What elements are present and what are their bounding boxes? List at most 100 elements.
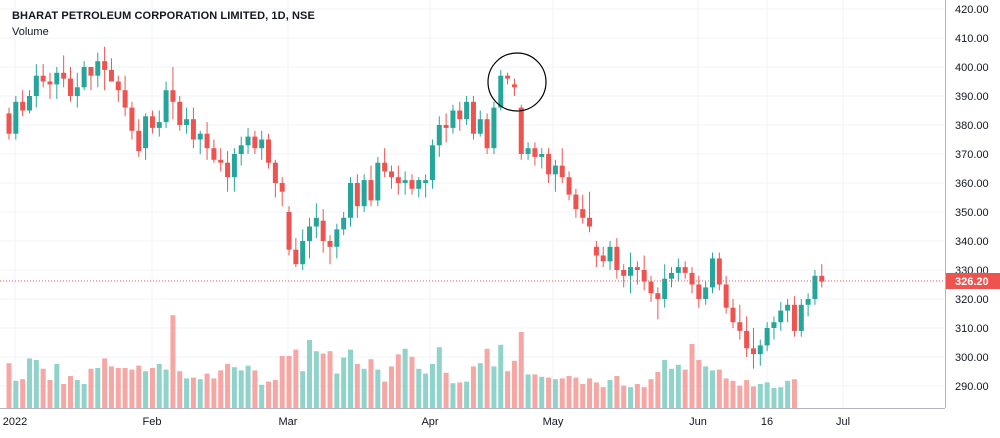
candle-body (375, 162, 381, 201)
candle-body (361, 180, 367, 207)
x-tick-label: Jul (836, 416, 850, 428)
volume-bar (696, 360, 702, 408)
candle-body (669, 272, 675, 279)
candle-body (812, 275, 818, 299)
candle-body (67, 78, 73, 96)
candle-body (272, 162, 278, 183)
candle-body (190, 119, 196, 140)
volume-bar (279, 356, 285, 408)
candle-body (600, 255, 606, 262)
volume-bar (607, 380, 613, 408)
volume-bar (580, 384, 586, 408)
candle-body (771, 322, 777, 328)
volume-bar (525, 374, 531, 408)
volume-bar (600, 387, 606, 408)
candle-body (170, 90, 176, 102)
volume-bar (457, 382, 463, 408)
candle-body (518, 107, 524, 154)
volume-bar (587, 378, 593, 408)
candle-body (798, 304, 804, 331)
last-price-tag (946, 273, 1000, 290)
volume-bar (33, 360, 39, 408)
candle-body (320, 220, 326, 241)
candle-body (245, 136, 251, 146)
volume-bar (354, 364, 360, 408)
x-tick-label: Mar (279, 416, 298, 428)
volume-bar (211, 378, 217, 408)
candle-body (388, 171, 394, 178)
volume-bar (464, 381, 470, 408)
candle-body (266, 139, 272, 163)
volume-bars (6, 315, 797, 408)
volume-bar (573, 377, 579, 408)
volume-bar (20, 379, 26, 408)
candle-body (95, 61, 101, 76)
volume-bar (416, 368, 422, 408)
volume-bar (634, 384, 640, 408)
candle-body (184, 119, 190, 125)
volume-bar (177, 371, 183, 408)
candle-body (26, 96, 32, 111)
volume-bar (566, 376, 572, 408)
volume-bar (757, 384, 763, 408)
y-tick-label: 380.00 (955, 120, 989, 132)
volume-bar (409, 356, 415, 408)
candle-body (300, 241, 306, 265)
candle-body (648, 281, 654, 294)
candle-body (525, 148, 531, 154)
volume-bar (163, 369, 169, 408)
volume-bar (703, 366, 709, 408)
y-tick-label: 320.00 (955, 294, 989, 306)
volume-bar (81, 384, 87, 408)
volume-bar (505, 371, 511, 408)
volume-bar (61, 384, 67, 408)
candle-body (163, 90, 169, 123)
volume-bar (320, 353, 326, 408)
candle-body (81, 67, 87, 88)
volume-bar (40, 368, 46, 408)
volume-bar (149, 368, 155, 408)
volume-bar (348, 349, 353, 408)
volume-bar (771, 388, 777, 408)
volume-bar (750, 386, 756, 408)
volume-bar (225, 364, 231, 408)
candle-body (416, 180, 422, 189)
volume-bar (156, 364, 162, 408)
y-tick-label: 360.00 (955, 178, 989, 190)
volume-bar (546, 377, 552, 408)
candle-body (88, 67, 94, 76)
volume-bar (621, 385, 627, 408)
candle-body (313, 217, 319, 227)
volume-bar (641, 387, 647, 408)
volume-bar (361, 368, 367, 408)
volume-bar (6, 363, 12, 408)
candle-body (703, 287, 709, 299)
volume-bar (689, 344, 695, 408)
candle-body (532, 148, 538, 157)
y-tick-label: 300.00 (955, 352, 989, 364)
volume-bar (74, 380, 80, 408)
volume-label: Volume (12, 26, 49, 38)
candle-body (634, 267, 640, 270)
candle-body (491, 107, 497, 149)
volume-bar (470, 366, 476, 408)
volume-bar (477, 363, 483, 408)
candle-body (61, 72, 67, 79)
candle-body (204, 133, 210, 149)
volume-bar (737, 385, 743, 408)
volume-bar (648, 379, 654, 408)
x-tick-label: 2022 (3, 416, 27, 428)
volume-bar (272, 380, 278, 408)
volume-bar (791, 379, 797, 408)
candle-body (238, 145, 244, 154)
volume-bar (375, 369, 381, 408)
candle-body (750, 348, 756, 355)
volume-bar (13, 380, 19, 408)
candle-body (231, 154, 237, 178)
x-tick-label: Jun (689, 416, 707, 428)
candle-body (129, 107, 135, 131)
candle-body (307, 226, 313, 241)
candle-body (436, 125, 442, 146)
x-tick-label: 16 (761, 416, 773, 428)
